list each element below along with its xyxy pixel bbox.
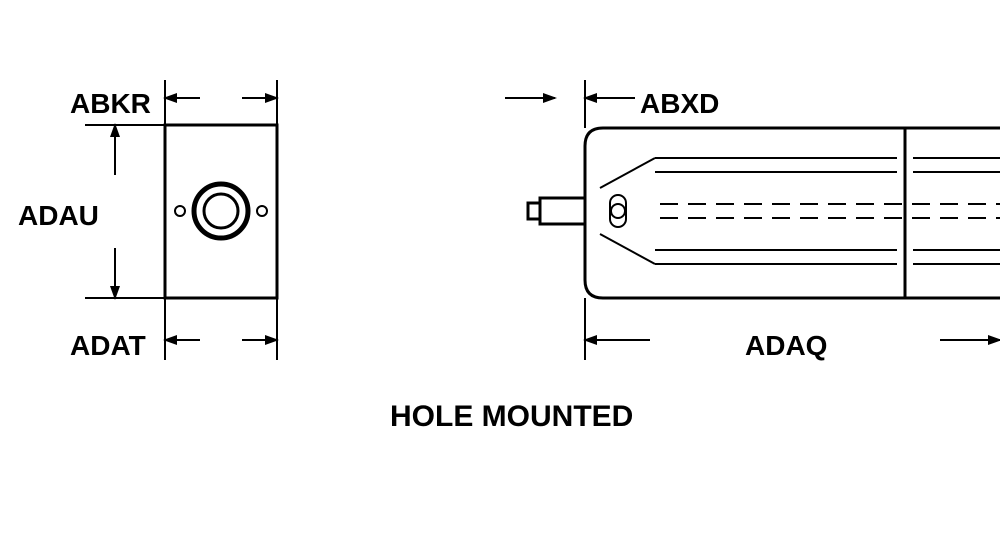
label-adau: ADAU (18, 200, 99, 232)
technical-drawing (0, 0, 1000, 536)
diagram-title: HOLE MOUNTED (390, 400, 633, 434)
label-abxd: ABXD (640, 88, 719, 120)
label-adaq: ADAQ (745, 330, 827, 362)
label-adat: ADAT (70, 330, 146, 362)
label-abkr: ABKR (70, 88, 151, 120)
